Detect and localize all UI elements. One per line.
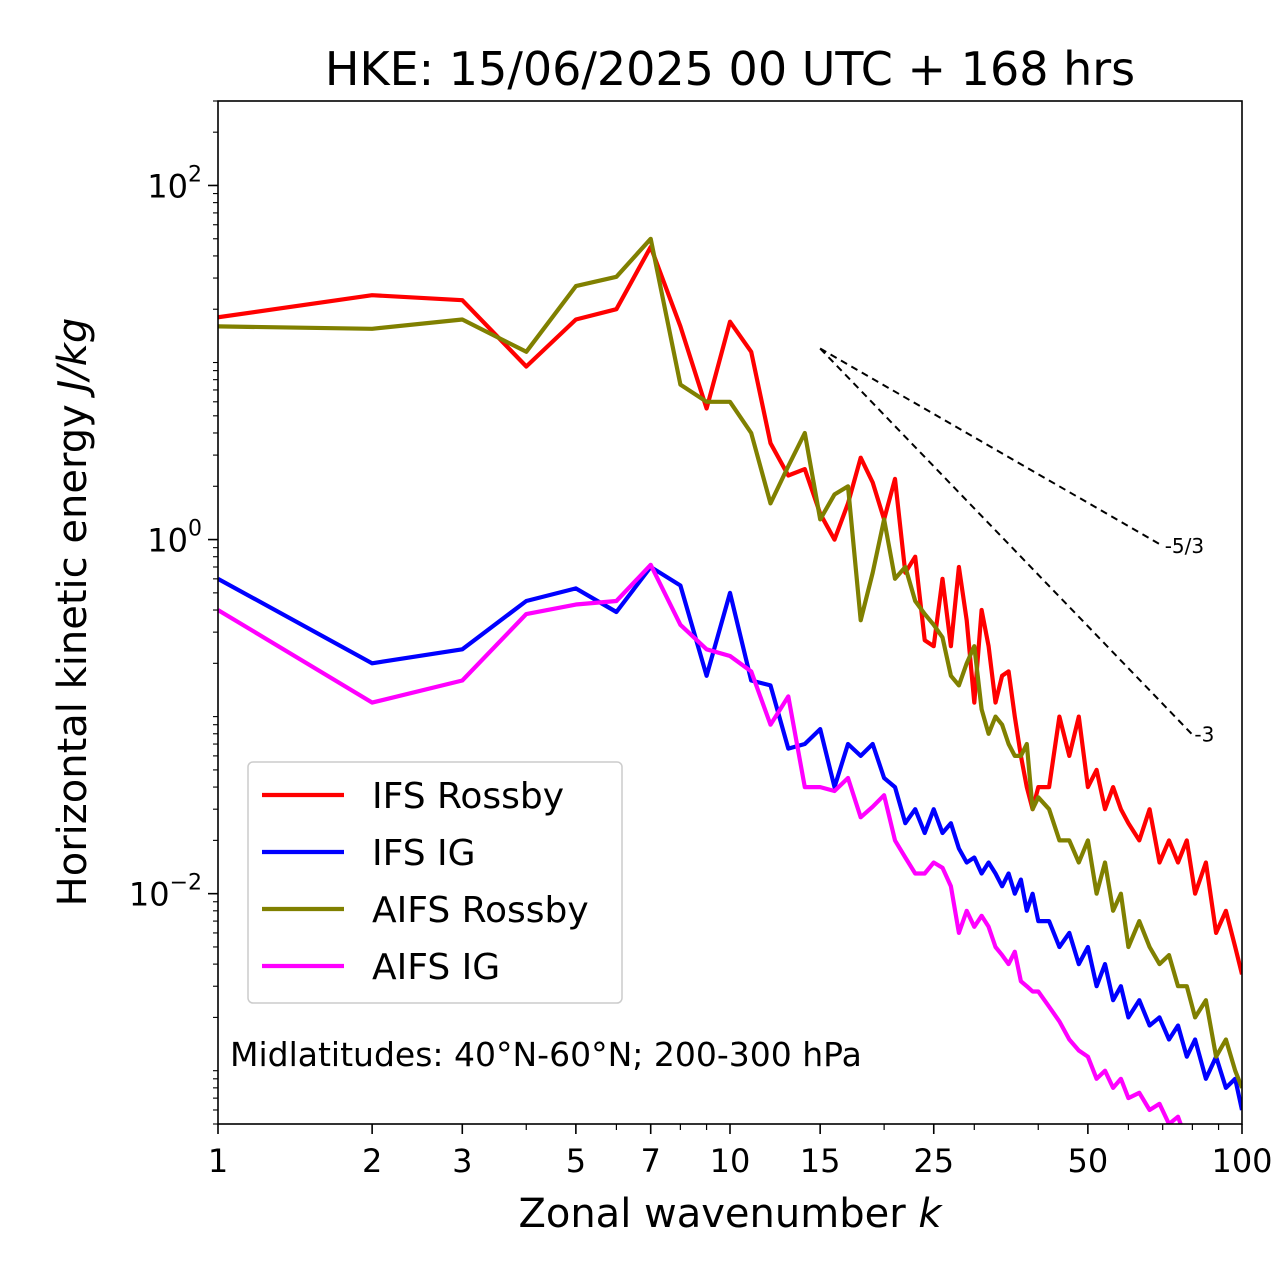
- legend-label: AIFS Rossby: [372, 890, 589, 931]
- x-tick-label: 2: [362, 1142, 382, 1180]
- y-axis-title-text: Horizontal kinetic energy: [50, 392, 96, 907]
- y-tick-exponent: 2: [188, 162, 202, 187]
- x-axis-variable: k: [918, 1191, 943, 1237]
- reference-slope-labels: -5/3 -3: [1165, 534, 1215, 747]
- x-tick-label: 100: [1211, 1142, 1272, 1180]
- x-tick-label: 50: [1068, 1142, 1109, 1180]
- y-tick-exponent: −2: [170, 871, 202, 896]
- x-tick-label: 1: [208, 1142, 228, 1180]
- y-tick-base: 10: [129, 876, 170, 914]
- y-tick-exponent: 0: [188, 517, 202, 542]
- reference-line-label: -3: [1194, 723, 1214, 747]
- reference-slope-lines: [819, 347, 1194, 736]
- reference-line: [819, 347, 1164, 547]
- series-lines: [218, 236, 1242, 1124]
- x-tick-label: 7: [641, 1142, 661, 1180]
- x-tick-label: 25: [913, 1142, 954, 1180]
- legend-label: AIFS IG: [372, 947, 500, 988]
- legend-box: [247, 761, 623, 1004]
- legend: IFS Rossby IFS IG AIFS Rossby AIFS IG: [247, 761, 623, 1004]
- reference-line: [819, 347, 1194, 736]
- y-tick-label: 102: [147, 162, 202, 205]
- y-axis-unit: J/kg: [50, 318, 96, 399]
- y-tick-label: 100: [147, 517, 202, 560]
- x-tick-label: 15: [800, 1142, 841, 1180]
- legend-label: IFS Rossby: [372, 776, 564, 817]
- x-tick-label: 5: [566, 1142, 586, 1180]
- x-axis-title: Zonal wavenumber k: [518, 1191, 943, 1237]
- series-line-aifs-ig: [218, 562, 1183, 1124]
- axis-ticks: [208, 100, 1243, 1134]
- x-axis-title-text: Zonal wavenumber: [518, 1191, 918, 1237]
- chart-title: HKE: 15/06/2025 00 UTC + 168 hrs: [325, 42, 1135, 96]
- reference-line-label: -5/3: [1165, 534, 1204, 558]
- y-tick-base: 10: [147, 167, 188, 205]
- series-line-aifs-rossby: [218, 236, 1242, 1089]
- y-tick-label: 10−2: [129, 871, 202, 914]
- series-line-ifs-rossby: [218, 244, 1242, 975]
- legend-items: IFS Rossby IFS IG AIFS Rossby AIFS IG: [262, 776, 589, 988]
- region-annotation: Midlatitudes: 40°N-60°N; 200-300 hPa: [230, 1035, 862, 1074]
- y-axis-title: Horizontal kinetic energy J/kg: [50, 318, 96, 907]
- legend-label: IFS IG: [372, 833, 476, 874]
- x-tick-label: 3: [452, 1142, 472, 1180]
- plot-frame: [217, 100, 1243, 1125]
- x-tick-label: 10: [710, 1142, 751, 1180]
- y-tick-base: 10: [147, 522, 188, 560]
